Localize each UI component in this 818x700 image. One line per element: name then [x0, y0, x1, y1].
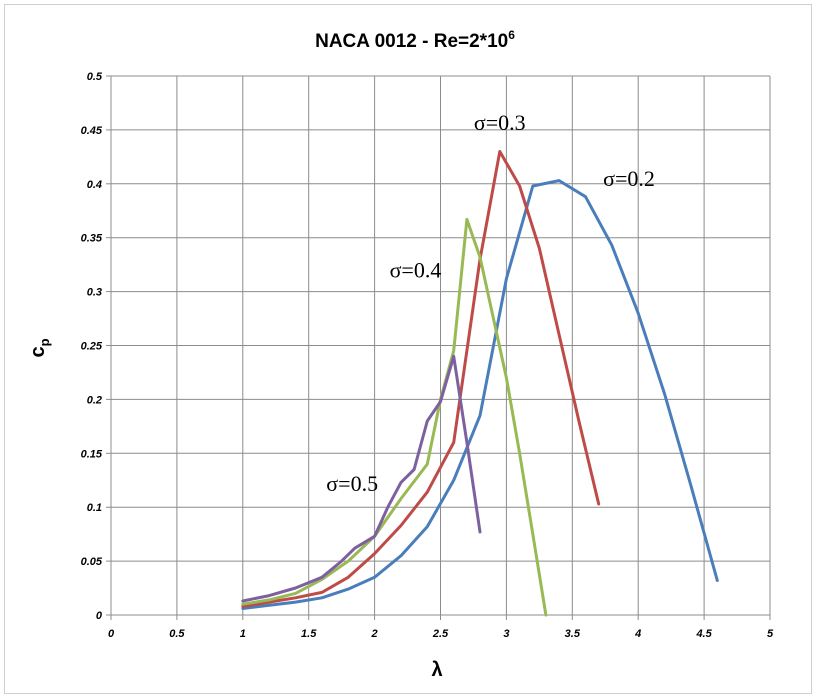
y-tick-label: 0.4: [87, 179, 102, 191]
y-tick-label: 0.3: [87, 287, 102, 299]
x-tick-label: 1: [240, 628, 246, 640]
y-tick-label: 0: [96, 610, 103, 622]
series-line-σ=0.4: [241, 217, 548, 617]
series-annotation: σ=0.4: [390, 258, 442, 283]
series-lines: [241, 150, 719, 617]
series-annotations: σ=0.3 σ=0.2 σ=0.4 σ=0.5: [326, 110, 655, 496]
x-tick-label: 2.5: [432, 628, 449, 640]
y-tick-label: 0.5: [87, 71, 103, 83]
y-axis-label-subscript: p: [37, 338, 52, 346]
x-tick-label: 2: [371, 628, 378, 640]
grid: [106, 75, 771, 620]
series-annotation: σ=0.5: [326, 471, 378, 496]
x-tick-label: 5: [767, 628, 774, 640]
x-tick-label: 1.5: [301, 628, 317, 640]
x-axis-label: λ: [431, 659, 442, 681]
x-tick-label: 4: [634, 628, 641, 640]
svg-text:cp: cp: [27, 338, 52, 357]
chart-title-superscript: 6: [508, 28, 515, 42]
y-tick-label: 0.05: [81, 556, 103, 568]
y-tick-label: 0.15: [81, 448, 103, 460]
chart-title: NACA 0012 - Re=2*106: [315, 28, 515, 52]
y-tick-label: 0.25: [81, 341, 103, 353]
series-line-σ=0.3: [241, 150, 601, 608]
y-tick-label: 0.2: [87, 394, 102, 406]
series-annotation: σ=0.2: [603, 166, 655, 191]
chart-frame: [4, 4, 812, 694]
chart-title-main: NACA 0012 - Re=2*10: [315, 31, 508, 52]
y-tick-label: 0.1: [87, 502, 102, 514]
series-line-σ=0.5: [241, 354, 482, 603]
y-tick-labels: 0 0.05 0.1 0.15 0.2 0.25 0.3 0.35 0.4 0.45 0.5: [81, 71, 103, 622]
x-tick-label: 0: [108, 628, 115, 640]
x-tick-label: 3: [503, 628, 509, 640]
x-tick-label: 4.5: [695, 628, 712, 640]
y-axis-label-main: c: [27, 346, 49, 357]
y-axis-label: cp: [27, 338, 52, 357]
series-annotation: σ=0.3: [474, 110, 526, 135]
x-tick-label: 0.5: [169, 628, 185, 640]
y-tick-label: 0.35: [81, 233, 103, 245]
y-tick-label: 0.45: [81, 125, 103, 137]
x-tick-labels: 0 0.5 1 1.5 2 2.5 3 3.5 4 4.5 5: [108, 628, 774, 640]
series-line-σ=0.2: [241, 179, 719, 610]
x-tick-label: 3.5: [565, 628, 581, 640]
